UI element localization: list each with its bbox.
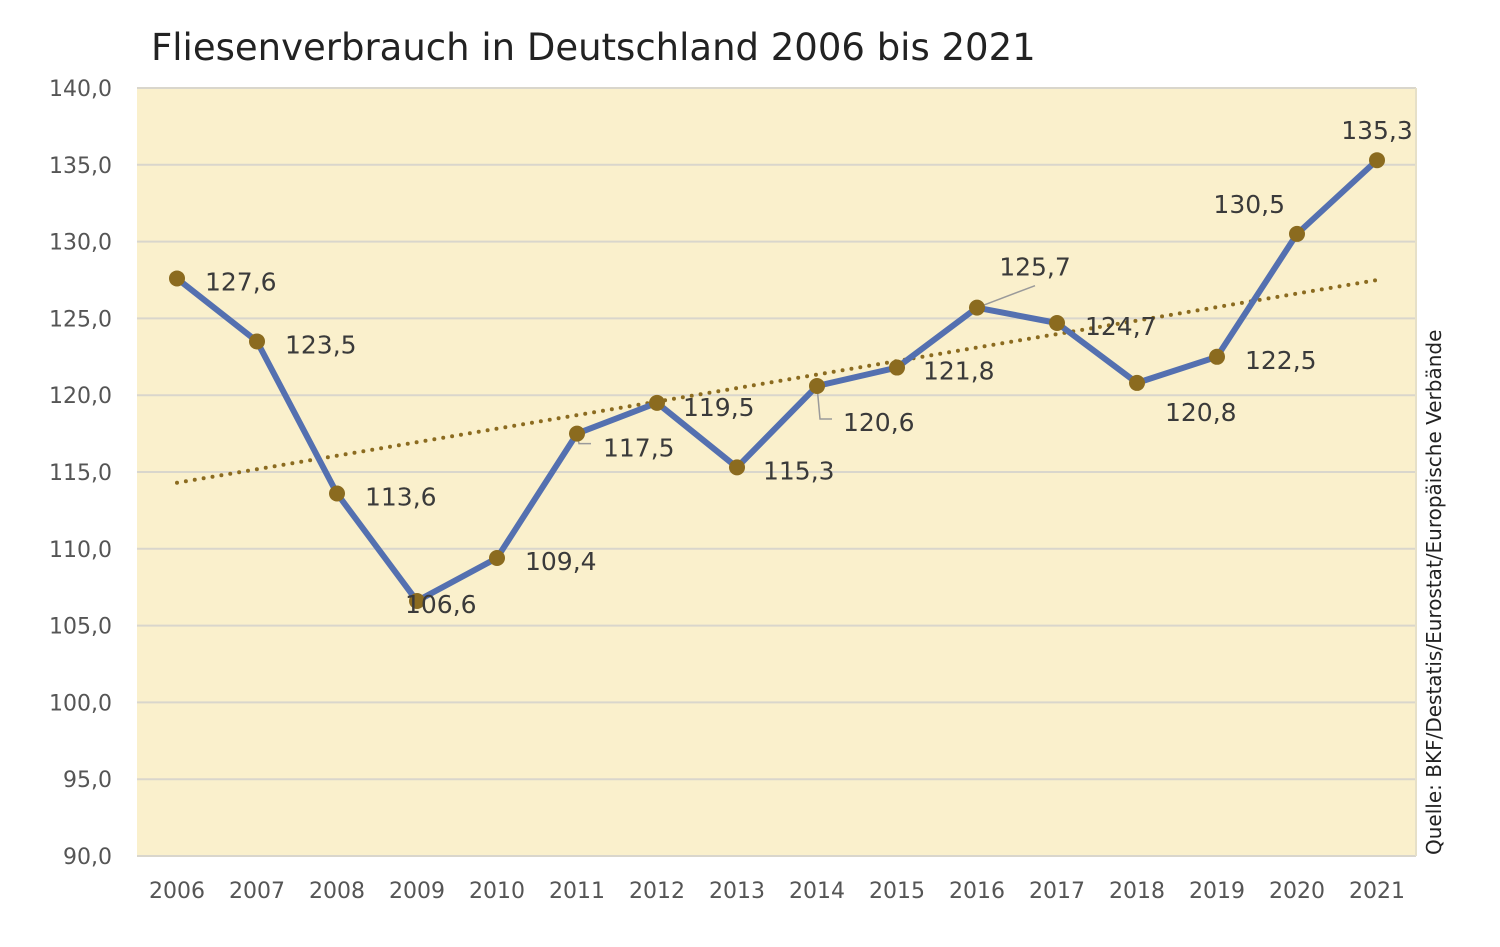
x-tick-label: 2010 — [469, 879, 525, 904]
data-label: 122,5 — [1245, 346, 1317, 375]
data-label: 135,3 — [1341, 116, 1413, 145]
y-tick-label: 95,0 — [63, 768, 112, 793]
leader-line — [816, 385, 832, 420]
data-labels: 127,6 123,5 113,6 106,6 109,4 117,5 119,5 115,3… — [205, 116, 1413, 619]
x-axis-ticks: 2006 2007 2008 2009 2010 2011 2012 2013 2014 2015… — [149, 879, 1405, 904]
x-tick-label: 2012 — [629, 879, 685, 904]
y-tick-label: 105,0 — [49, 615, 112, 640]
data-point — [809, 377, 825, 394]
x-tick-label: 2008 — [309, 879, 365, 904]
y-tick-label: 135,0 — [49, 154, 112, 179]
data-label: 120,6 — [843, 408, 915, 437]
x-tick-label: 2015 — [869, 879, 925, 904]
leader-line — [976, 284, 1036, 309]
data-point — [169, 270, 185, 287]
source-note: Quelle: BKF/Destatis/Eurostat/Europäisch… — [1422, 330, 1446, 855]
y-tick-label: 130,0 — [49, 231, 112, 256]
y-tick-label: 100,0 — [49, 691, 112, 716]
data-point — [329, 485, 345, 502]
x-tick-label: 2006 — [149, 879, 205, 904]
x-tick-label: 2007 — [229, 879, 285, 904]
x-tick-label: 2018 — [1109, 879, 1165, 904]
data-label: 123,5 — [285, 330, 357, 359]
data-point — [889, 359, 905, 376]
data-label: 127,6 — [205, 267, 277, 296]
gridlines — [137, 87, 1417, 857]
chart-title: Fliesenverbrauch in Deutschland 2006 bis… — [151, 26, 1036, 69]
y-axis-ticks: 90,0 95,0 100,0 105,0 110,0 115,0 120,0 125,0 13… — [49, 77, 112, 870]
y-tick-label: 140,0 — [49, 77, 112, 102]
data-point — [1209, 348, 1225, 365]
y-tick-label: 90,0 — [63, 845, 112, 870]
y-tick-label: 110,0 — [49, 538, 112, 563]
x-tick-label: 2021 — [1349, 879, 1405, 904]
y-tick-label: 120,0 — [49, 384, 112, 409]
data-label: 109,4 — [525, 547, 597, 576]
data-point — [969, 299, 985, 316]
data-label: 130,5 — [1213, 190, 1285, 219]
data-point — [569, 425, 585, 442]
x-tick-label: 2016 — [949, 879, 1005, 904]
x-tick-label: 2019 — [1189, 879, 1245, 904]
x-tick-label: 2009 — [389, 879, 445, 904]
data-label: 119,5 — [683, 393, 755, 422]
x-tick-label: 2017 — [1029, 879, 1085, 904]
data-point — [1369, 152, 1385, 169]
data-label: 113,6 — [365, 483, 437, 512]
data-point — [649, 394, 665, 411]
data-label: 124,7 — [1085, 312, 1157, 341]
data-point — [489, 550, 505, 567]
data-point — [1129, 374, 1145, 391]
data-label: 121,8 — [923, 357, 995, 386]
data-label: 115,3 — [763, 456, 835, 485]
data-label: 117,5 — [603, 434, 675, 463]
series-line — [175, 157, 1380, 605]
data-label: 106,6 — [405, 590, 477, 619]
data-point — [1049, 315, 1065, 332]
data-point — [729, 459, 745, 476]
data-point — [409, 593, 425, 610]
y-tick-label: 125,0 — [49, 307, 112, 332]
data-markers — [169, 152, 1385, 610]
data-point — [249, 333, 265, 350]
y-tick-label: 115,0 — [49, 461, 112, 486]
x-tick-label: 2014 — [789, 879, 845, 904]
x-tick-label: 2020 — [1269, 879, 1325, 904]
data-label: 125,7 — [999, 253, 1071, 282]
x-tick-label: 2011 — [549, 879, 605, 904]
data-label: 120,8 — [1165, 398, 1237, 427]
x-tick-label: 2013 — [709, 879, 765, 904]
data-point — [1289, 225, 1305, 242]
